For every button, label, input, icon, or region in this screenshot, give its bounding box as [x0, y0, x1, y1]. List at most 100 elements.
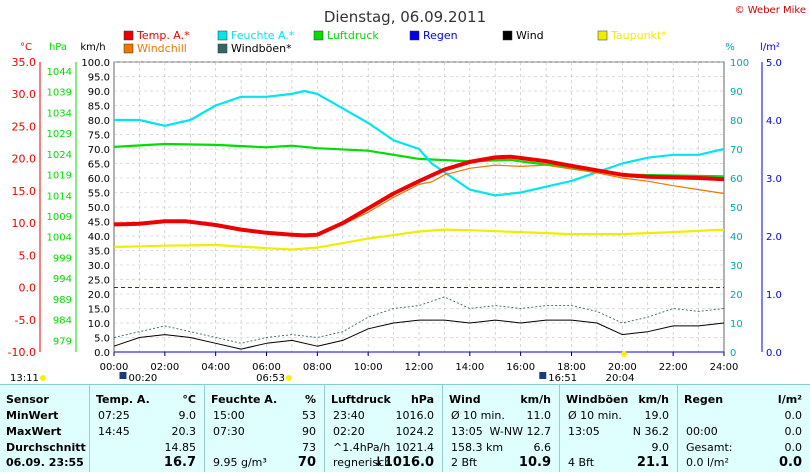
sunrise-icon	[285, 375, 292, 381]
legend-label: Regen	[423, 29, 458, 42]
legend-label: Temp. A.*	[136, 29, 190, 42]
kmh-tick-label: 75.0	[88, 131, 110, 142]
hpa-tick-label: 1029	[47, 129, 72, 140]
stats-cell-label: 4 Bft	[568, 456, 595, 469]
stats-cell-label: 23:40	[333, 409, 365, 422]
stats-unit: hPa	[410, 393, 434, 406]
x-tick-label: 12:00	[405, 362, 434, 373]
hpa-tick-label: 1009	[47, 212, 72, 223]
chart-title: Dienstag, 06.09.2011	[324, 8, 486, 26]
hpa-tick-label: 1034	[47, 108, 72, 119]
stats-cell-value: 0.0	[784, 425, 803, 438]
stats-cell-label: Gesamt:	[686, 441, 733, 454]
kmh-tick-label: 50.0	[88, 203, 110, 214]
pct-tick-label: 0	[730, 348, 736, 359]
pct-tick-label: 60	[730, 174, 743, 185]
stats-cell-label: 07:25	[98, 409, 130, 422]
pct-tick-label: 90	[730, 87, 743, 98]
stats-cell-value: N 36.2	[632, 425, 669, 438]
stats-header: Temp. A.	[96, 393, 150, 406]
pct-tick-label: 30	[730, 261, 743, 272]
legend-swatch	[123, 30, 134, 41]
stats-cell-label: 02:20	[333, 425, 365, 438]
stats-cell-value: 53	[302, 409, 316, 422]
temp-tick-label: 20.0	[12, 153, 37, 166]
stats-header: Windböen	[566, 393, 629, 406]
stats-cell-label: regnerisch	[333, 456, 392, 469]
temp-tick-label: 15.0	[12, 185, 37, 198]
series-line-windben	[113, 296, 725, 344]
rain-tick-label: 1.0	[766, 290, 782, 301]
legend-label: Luftdruck	[327, 29, 379, 42]
left-time: 13:11	[10, 373, 39, 384]
stats-col-luftdruck: Luftdruck hPa 23:40 1016.0 02:20 1024.2 ^1.4hP…	[325, 385, 443, 472]
hpa-tick-label: 1019	[47, 171, 72, 182]
stats-header: Luftdruck	[331, 393, 391, 406]
credit-link[interactable]: © Weber Mike	[735, 5, 806, 16]
legend-swatch	[217, 43, 228, 54]
x-tick-label: 04:00	[201, 362, 230, 373]
kmh-tick-label: 85.0	[88, 102, 110, 113]
kmh-tick-label: 55.0	[88, 189, 110, 200]
stats-cell-label: ^1.4hPa/h	[333, 441, 391, 454]
sun-markers: 06:53 20:04 00:20 16:51 13:11	[10, 351, 634, 384]
stats-cell-label: 00:00	[686, 425, 718, 438]
kmh-tick-label: 20.0	[88, 290, 110, 301]
x-tick-label: 08:00	[303, 362, 332, 373]
legend-swatch	[313, 30, 324, 41]
kmh-tick-label: 10.0	[88, 319, 110, 330]
stats-cell-label: 13:05	[568, 425, 600, 438]
stats-cell-value: 16.7	[163, 455, 196, 470]
kmh-tick-label: 45.0	[88, 218, 110, 229]
stats-cell-value: 0.0	[778, 455, 802, 470]
kmh-tick-label: 15.0	[88, 305, 110, 316]
stats-col-temp: Temp. A. °C 07:25 9.0 14:45 20.3 14.85 16.7	[90, 385, 205, 472]
hpa-tick-label: 1014	[47, 191, 72, 202]
kmh-tick-label: 35.0	[88, 247, 110, 258]
legend-swatch	[597, 30, 608, 41]
stats-cell-value: W-NW 12.7	[489, 425, 552, 438]
stats-unit: °C	[182, 393, 196, 406]
row-label-avg: Durchschnitt	[6, 441, 86, 454]
stats-cell-value: 1016.0	[395, 409, 435, 422]
kmh-tick-label: 5.0	[94, 334, 110, 345]
pct-tick-label: 10	[730, 319, 743, 330]
kmh-tick-label: 40.0	[88, 232, 110, 243]
stats-unit: %	[304, 393, 316, 406]
hpa-tick-label: 1004	[47, 233, 72, 244]
temp-tick-label: 0.0	[19, 282, 37, 295]
stats-cell-value: 9.0	[178, 409, 197, 422]
kmh-tick-label: 95.0	[88, 73, 110, 84]
temp-tick-label: 35.0	[12, 56, 37, 69]
pct-tick-label: 80	[730, 116, 743, 127]
stats-unit: km/h	[520, 393, 551, 406]
stats-cell-label: 158.3 km	[451, 441, 504, 454]
stats-col-wind: Wind km/h Ø 10 min. 11.0 13:05 W-NW 12.7 158.3…	[443, 385, 560, 472]
x-tick-label: 18:00	[557, 362, 586, 373]
stats-cell-value: ↓1016.0	[372, 455, 434, 470]
pct-axis-unit: %	[725, 42, 735, 53]
x-tick-label: 22:00	[659, 362, 688, 373]
moonset-icon	[539, 372, 547, 379]
stats-cell-label: 9.95 g/m³	[213, 456, 267, 469]
x-tick-label: 00:00	[100, 362, 129, 373]
rain-tick-label: 4.0	[766, 116, 782, 127]
stats-cell-value: 0.0	[784, 441, 803, 454]
temp-tick-label: -10.0	[8, 346, 36, 359]
legend-swatch	[123, 43, 134, 54]
kmh-tick-label: 100.0	[81, 58, 110, 69]
pct-tick-label: 20	[730, 290, 743, 301]
legend-label: Wind	[516, 29, 544, 42]
kmh-tick-label: 65.0	[88, 160, 110, 171]
rain-tick-label: 2.0	[766, 232, 782, 243]
stats-cell-value: 90	[302, 425, 316, 438]
weather-chart: Dienstag, 06.09.2011 © Weber Mike Temp. …	[8, 5, 806, 384]
rain-axis-unit: l/m²	[760, 42, 780, 53]
legend: Temp. A.* Feuchte A.* Luftdruck Regen Wind Ta…	[123, 29, 667, 55]
kmh-tick-label: 60.0	[88, 174, 110, 185]
stats-labels-col: Sensor MinWert MaxWert Durchschnitt 06.0…	[0, 385, 90, 472]
legend-swatch	[409, 30, 420, 41]
pct-tick-label: 100	[730, 58, 749, 69]
legend-label: Windböen*	[231, 42, 292, 55]
stats-col-regen: Regen l/m² 0.0 00:00 0.0 Gesamt: 0.0 0.0 l/m² 0.…	[678, 385, 810, 472]
